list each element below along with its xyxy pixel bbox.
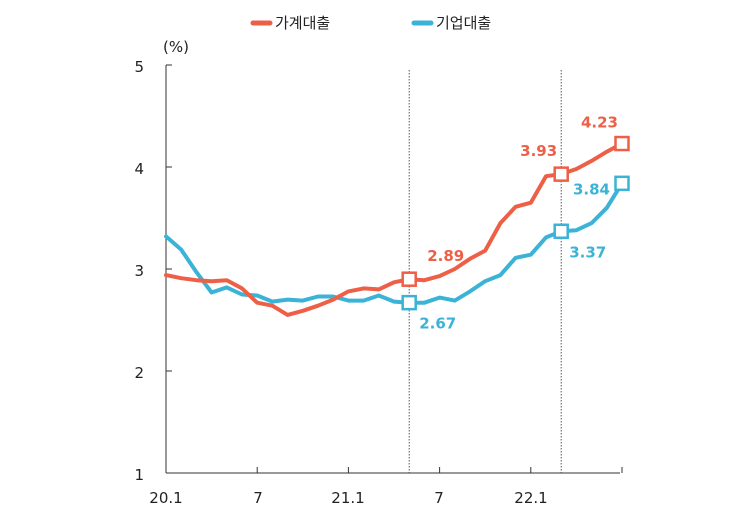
- y-tick-3: 3: [134, 262, 144, 280]
- data-point-marker: [401, 271, 417, 287]
- data-point-marker: [553, 166, 569, 182]
- data-point-marker: [553, 223, 569, 240]
- data-point-marker: [614, 135, 630, 152]
- vertical-reference-lines: [408, 70, 562, 473]
- value-annotations: 2.89 3.93 4.23 2.67 3.37 3.84: [401, 114, 630, 333]
- series-line-household: [164, 141, 624, 317]
- legend-item-household: 가계대출: [250, 14, 330, 32]
- y-unit-label: (%): [163, 38, 189, 56]
- x-tick-labels: 20.1 7 21.1 7 22.1: [149, 489, 547, 507]
- data-label: 3.84: [573, 180, 610, 198]
- legend: 가계대출 기업대출: [250, 14, 491, 32]
- legend-item-corporate: 기업대출: [411, 14, 491, 32]
- data-label: 3.37: [569, 243, 606, 261]
- axes: [165, 64, 623, 474]
- data-point-marker: [401, 294, 417, 311]
- y-tick-1: 1: [134, 466, 144, 484]
- y-tick-2: 2: [134, 364, 144, 382]
- data-label: 3.93: [520, 142, 557, 160]
- series-line-corporate: [164, 181, 624, 305]
- x-tick-20-7: 7: [253, 489, 263, 507]
- legend-label-corporate: 기업대출: [436, 14, 491, 32]
- y-tick-labels: 5 4 3 2 1: [134, 58, 144, 484]
- data-point-marker: [614, 175, 630, 192]
- y-tick-5: 5: [134, 58, 144, 76]
- y-tick-4: 4: [134, 160, 144, 178]
- x-tick-21-1: 21.1: [331, 489, 364, 507]
- data-label: 4.23: [581, 114, 618, 132]
- data-label: 2.89: [427, 247, 464, 265]
- x-tick-22-1: 22.1: [514, 489, 547, 507]
- x-tick-21-7: 7: [434, 489, 444, 507]
- legend-label-household: 가계대출: [275, 14, 330, 32]
- x-tick-20-1: 20.1: [149, 489, 182, 507]
- data-label: 2.67: [419, 315, 456, 333]
- series-layer: [164, 141, 624, 317]
